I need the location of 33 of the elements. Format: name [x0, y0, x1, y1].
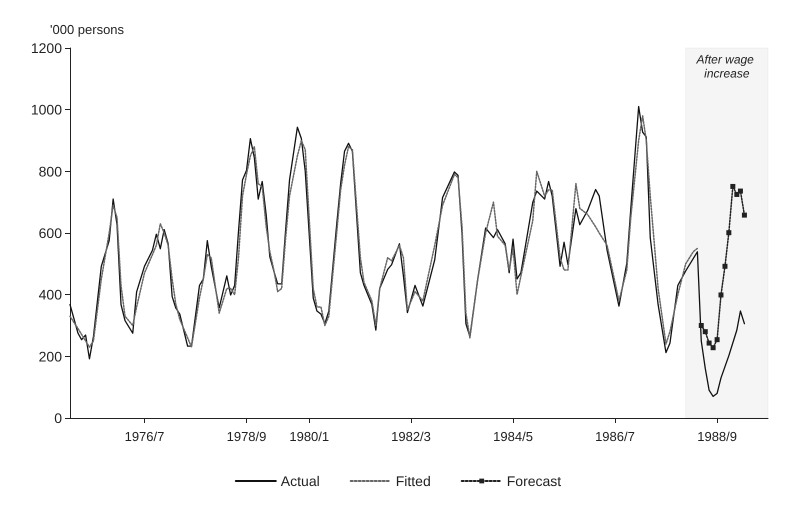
line-series	[69, 106, 746, 398]
line-series	[69, 115, 698, 348]
y-tick-label: 1200	[30, 40, 62, 56]
point	[718, 292, 724, 298]
x-tick-label: 1984/5	[493, 429, 533, 444]
legend-label: Actual	[280, 473, 320, 489]
y-tick-label: 0	[54, 410, 62, 426]
point	[698, 323, 704, 328]
point	[710, 345, 716, 350]
point	[730, 184, 736, 189]
legend-label: Forecast	[506, 473, 562, 489]
x-tick-label: 1980/1	[289, 429, 330, 444]
point	[706, 340, 712, 346]
x-tick-label: 1982/3	[391, 429, 431, 444]
y-tick-label: 1000	[30, 102, 62, 118]
y-axis-title: '000 persons	[50, 22, 125, 37]
x-tick-label: 1976/7	[124, 429, 164, 444]
point	[734, 192, 740, 197]
point	[738, 188, 743, 194]
y-tick-label: 400	[38, 286, 62, 303]
y-tick-label: 800	[38, 163, 62, 180]
band-label: After wage increase	[695, 52, 758, 80]
x-tick-label: 1978/9	[226, 429, 266, 444]
point	[702, 329, 708, 334]
point	[714, 337, 720, 342]
y-tick-label: 600	[38, 225, 62, 241]
x-tick-label: 1988/9	[697, 429, 737, 444]
legend-label: Fitted	[396, 473, 431, 489]
x-tick-label: 1986/7	[595, 429, 635, 444]
point	[722, 264, 728, 269]
point	[726, 230, 732, 236]
y-tick-label: 200	[38, 348, 62, 364]
point	[742, 212, 747, 218]
